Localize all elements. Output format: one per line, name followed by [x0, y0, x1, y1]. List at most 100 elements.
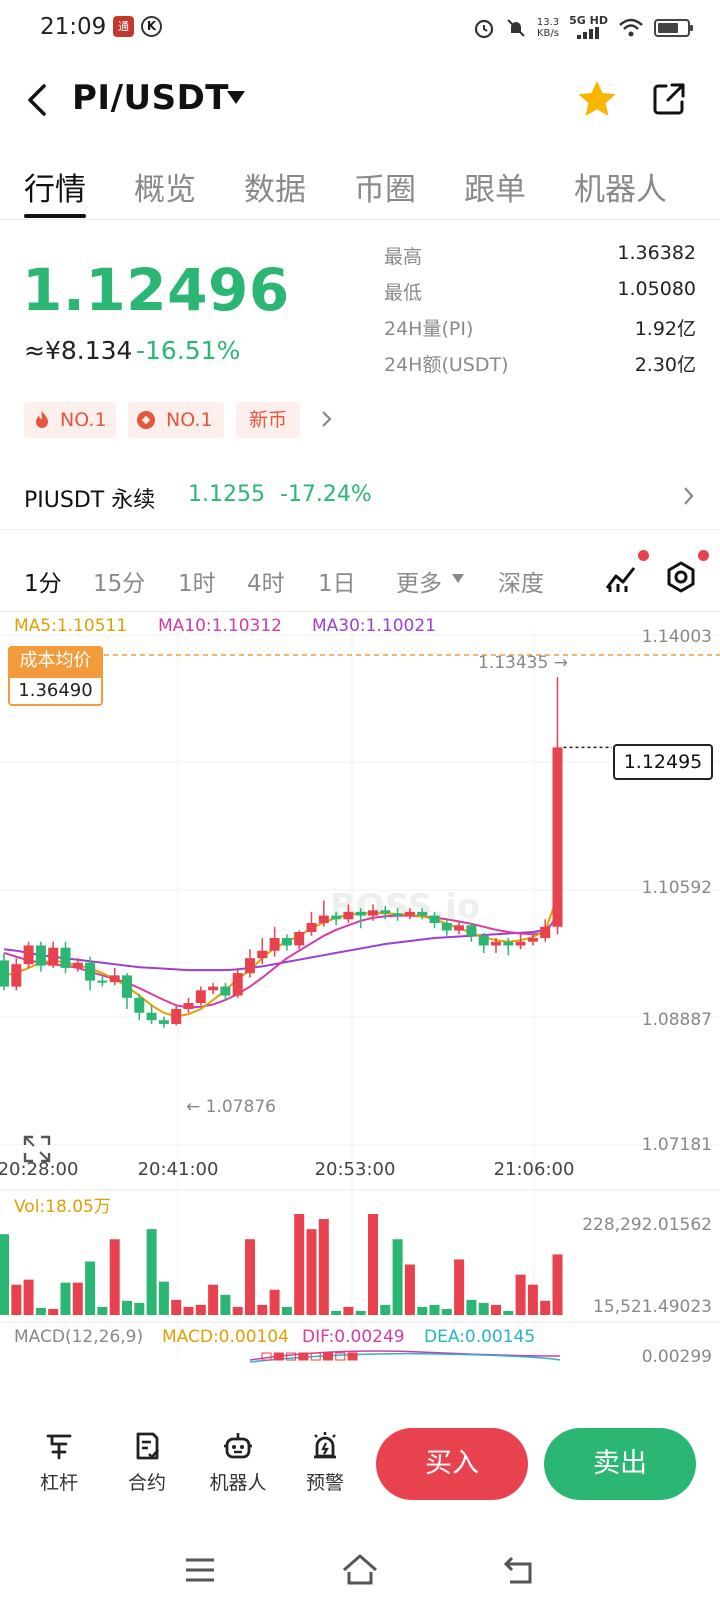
battery-icon — [654, 19, 693, 37]
tool-alert[interactable]: 预警 — [290, 1430, 360, 1495]
interval-15m[interactable]: 15分 — [93, 571, 146, 597]
sell-button[interactable]: 卖出 — [544, 1428, 696, 1500]
candle-body — [72, 962, 83, 968]
tab-copy-trade[interactable]: 跟单 — [464, 172, 526, 208]
candle-body — [208, 986, 219, 991]
stat-turnover-label: 24H额(USDT) — [384, 354, 509, 376]
volume-bar — [466, 1299, 477, 1315]
tab-overview[interactable]: 概览 — [134, 172, 196, 208]
mute-icon — [507, 19, 525, 37]
volume-bar — [417, 1306, 428, 1315]
y-tick-label: 1.08887 — [642, 1010, 712, 1030]
more-caret-icon[interactable] — [452, 574, 464, 583]
chart-settings-icon[interactable] — [664, 560, 698, 594]
volume-bar — [491, 1304, 501, 1315]
tag-new-coin[interactable]: 新币 — [236, 402, 300, 438]
candle-body — [60, 947, 71, 968]
stat-volume-label: 24H量(PI) — [384, 318, 474, 340]
volume-bar — [183, 1306, 194, 1315]
tab-market[interactable]: 行情 — [24, 172, 86, 208]
candle-body — [441, 923, 452, 931]
tab-community[interactable]: 币圈 — [354, 172, 416, 208]
candle-body — [171, 1009, 182, 1024]
interval-1d[interactable]: 1日 — [318, 571, 356, 597]
tool-alert-label: 预警 — [305, 1472, 344, 1494]
candle-body — [48, 947, 59, 966]
candle-body — [134, 997, 145, 1013]
fullscreen-expand-icon[interactable] — [22, 1134, 52, 1164]
interval-4h[interactable]: 4时 — [247, 571, 285, 597]
candle-body — [503, 941, 514, 946]
interval-1h[interactable]: 1时 — [178, 571, 216, 597]
macd-hist-bar — [273, 1352, 284, 1361]
volume-bar — [318, 1219, 329, 1315]
interval-row: 1分 15分 1时 4时 1日 更多 深度 — [0, 548, 720, 612]
cost-average-label: 成本均价 — [8, 646, 103, 676]
tab-data[interactable]: 数据 — [244, 172, 306, 208]
back-arrow-icon[interactable] — [22, 80, 56, 120]
tool-robot[interactable]: 机器人 — [200, 1430, 276, 1495]
last-price: 1.12496 — [22, 256, 290, 324]
volume-bar — [195, 1304, 206, 1315]
volume-legend: Vol:18.05万 — [14, 1197, 111, 1217]
alarm-icon — [474, 19, 493, 39]
tags-more-chevron-icon[interactable] — [320, 408, 334, 430]
pair-title[interactable]: PI/USDT — [72, 78, 229, 118]
volume-bar — [171, 1299, 182, 1315]
candle-body — [122, 975, 132, 998]
favorite-star-icon[interactable] — [576, 78, 618, 120]
volume-bar — [454, 1259, 465, 1315]
tool-contract[interactable]: 合约 — [112, 1430, 182, 1495]
interval-more[interactable]: 更多 — [396, 571, 442, 597]
interval-depth[interactable]: 深度 — [498, 571, 544, 597]
main-tabs: 行情 概览 数据 币圈 跟单 机器人 — [0, 160, 720, 220]
candle-body — [220, 986, 231, 996]
home-icon[interactable] — [340, 1550, 380, 1590]
macd-hist-bar — [335, 1352, 346, 1361]
candle-body — [454, 925, 465, 931]
tool-leverage[interactable]: 杠杆 — [24, 1430, 94, 1495]
tag-hot-rank[interactable]: NO.1 — [24, 402, 116, 438]
buy-button[interactable]: 买入 — [376, 1428, 528, 1500]
bottom-action-bar: 杠杆 合约 机器人 预警 买入 卖出 — [0, 1396, 720, 1516]
tag-coin-rank[interactable]: NO.1 — [128, 402, 224, 438]
coin-icon — [137, 411, 155, 429]
candle-body — [552, 747, 563, 927]
tab-bots[interactable]: 机器人 — [574, 172, 667, 208]
volume-bar — [392, 1239, 403, 1315]
share-icon[interactable] — [650, 80, 688, 118]
interval-1m[interactable]: 1分 — [24, 571, 62, 597]
candle-body — [11, 964, 22, 987]
contract-icon — [136, 1432, 159, 1460]
volume-bar — [72, 1282, 83, 1315]
volume-bar — [35, 1307, 46, 1315]
stat-high-label: 最高 — [384, 246, 423, 268]
perpetual-price: 1.1255 — [188, 482, 265, 507]
macd-hist-bar — [261, 1352, 272, 1361]
volume-bar — [122, 1300, 132, 1315]
candle-body — [380, 910, 391, 914]
system-nav-bar — [0, 1530, 720, 1612]
menu-icon[interactable] — [180, 1550, 220, 1590]
perpetual-row[interactable]: PIUSDT 永续 1.1255 -17.24% — [0, 464, 720, 530]
macd-hist-bar — [347, 1352, 358, 1361]
candle-body — [429, 915, 440, 924]
y-tick-label: 1.07181 — [642, 1135, 712, 1155]
candle-body — [294, 932, 305, 946]
candle-body — [257, 950, 268, 959]
volume-bar — [85, 1261, 96, 1315]
macd-hist-bar — [286, 1352, 297, 1361]
high-price-marker: 1.13435 → — [478, 653, 568, 673]
volume-bar — [48, 1308, 59, 1315]
candle-body — [23, 945, 34, 965]
status-time: 21:09 — [40, 14, 107, 40]
back-nav-icon[interactable] — [500, 1550, 540, 1590]
kline-chart[interactable]: 1.140031.122981.105921.088871.0718120:28… — [0, 600, 720, 1400]
volume-bar — [380, 1304, 391, 1315]
y-tick-label: 1.14003 — [642, 627, 712, 647]
candle-body — [146, 1012, 157, 1021]
volume-y-tick: 228,292.01562 — [582, 1215, 712, 1235]
candle-body — [417, 911, 428, 916]
indicator-icon[interactable] — [604, 560, 638, 594]
pair-dropdown-icon[interactable] — [227, 91, 245, 104]
